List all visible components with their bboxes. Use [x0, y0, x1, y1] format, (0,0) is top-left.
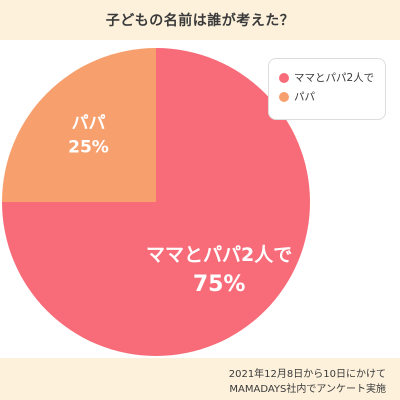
- title-bar: 子どもの名前は誰が考えた？: [0, 0, 400, 40]
- slice-label-papa: パパ: [71, 113, 105, 133]
- legend-swatch-both-parents: [279, 72, 289, 83]
- slice-label-both-parents: ママとパパ2人で: [146, 244, 292, 266]
- legend: ママとパパ2人で パパ: [268, 58, 386, 120]
- pie-slices: [2, 48, 310, 356]
- slice-value-papa: 25%: [68, 137, 109, 157]
- legend-swatch-papa: [279, 91, 289, 102]
- legend-label-papa: パパ: [294, 91, 315, 103]
- legend-item-both-parents: ママとパパ2人で: [279, 68, 377, 87]
- legend-item-papa: パパ: [279, 87, 377, 106]
- survey-date-note: 2021年12月8日から10日にかけて: [228, 369, 386, 380]
- pie-labels: ママとパパ2人で 75% パパ 25%: [68, 113, 292, 297]
- chart-title: 子どもの名前は誰が考えた？: [105, 13, 295, 29]
- footer-bar: [0, 358, 400, 400]
- survey-source-note: MAMADAYS社内でアンケート実施: [229, 384, 386, 395]
- pie-slice-papa: [2, 48, 156, 202]
- slice-value-both-parents: 75%: [193, 272, 246, 297]
- legend-label-both-parents: ママとパパ2人で: [294, 72, 375, 84]
